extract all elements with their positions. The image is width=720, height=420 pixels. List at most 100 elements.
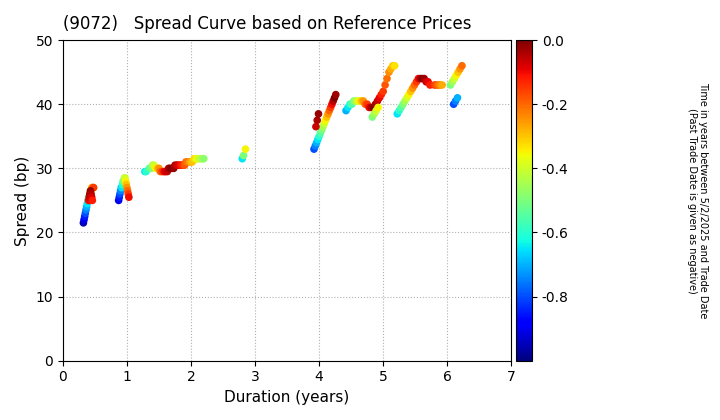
Point [114,191,126,197]
Point [182,159,194,165]
Y-axis label: Spread (bp): Spread (bp) [15,155,30,246]
Point [392,110,403,117]
Point [118,178,130,184]
Point [431,81,442,88]
Point [320,117,331,123]
Point [148,162,160,168]
Point [160,168,171,175]
Point [370,107,382,114]
Point [120,175,131,181]
Point [86,184,97,191]
Point [83,197,94,204]
Point [313,133,325,140]
Point [318,123,329,130]
Point [358,98,369,105]
Point [79,213,91,220]
Point [368,104,379,111]
Point [401,94,413,101]
Point [341,107,352,114]
Point [372,98,383,105]
Point [189,155,200,162]
Point [185,159,197,165]
Point [415,75,426,82]
Point [433,81,444,88]
Point [448,101,459,108]
Point [395,104,407,111]
Point [356,98,367,105]
Point [366,114,378,121]
Point [308,146,320,152]
Point [174,162,186,168]
Point [399,98,410,105]
Point [171,162,183,168]
Point [120,181,132,188]
Point [78,220,89,226]
Point [186,159,198,165]
Point [456,63,468,69]
Point [84,191,96,197]
Point [350,98,361,105]
Point [422,79,433,85]
Point [190,155,202,162]
Point [80,210,91,217]
Point [120,178,132,184]
Point [140,168,152,175]
Point [88,184,99,191]
Point [150,165,161,172]
Point [311,139,323,146]
Point [122,187,133,194]
Point [180,159,192,165]
Point [86,194,97,201]
Point [236,155,248,162]
Point [115,184,127,191]
Point [315,130,326,136]
Point [385,66,397,72]
Point [410,79,422,85]
Point [346,101,358,108]
Point [369,110,380,117]
Point [451,72,462,79]
Point [451,94,463,101]
Point [116,184,127,191]
Point [352,98,364,105]
Point [407,85,418,92]
Point [323,110,334,117]
Point [413,75,424,82]
Point [87,184,99,191]
Point [145,165,157,172]
Point [166,165,178,172]
Point [452,69,464,76]
Point [323,107,335,114]
Point [416,75,428,82]
Point [153,165,165,172]
Point [364,104,375,111]
Point [85,187,96,194]
Point [329,94,341,101]
Point [82,197,94,204]
Point [143,165,155,172]
Point [377,88,389,95]
Point [123,194,135,201]
Point [173,162,184,168]
Point [376,91,387,98]
Point [80,207,91,213]
Point [354,98,365,105]
Point [86,187,97,194]
Point [164,165,176,172]
Point [114,194,125,201]
Point [84,191,96,197]
Point [330,91,341,98]
Point [197,155,208,162]
Point [84,194,95,201]
Point [348,98,359,105]
Point [361,101,373,108]
Point [169,162,181,168]
Point [161,168,173,175]
Point [434,81,446,88]
Point [428,81,440,88]
Point [450,98,462,105]
Text: (9072)   Spread Curve based on Reference Prices: (9072) Spread Curve based on Reference P… [63,15,472,33]
Point [397,101,409,108]
Point [184,159,196,165]
Point [328,98,339,105]
